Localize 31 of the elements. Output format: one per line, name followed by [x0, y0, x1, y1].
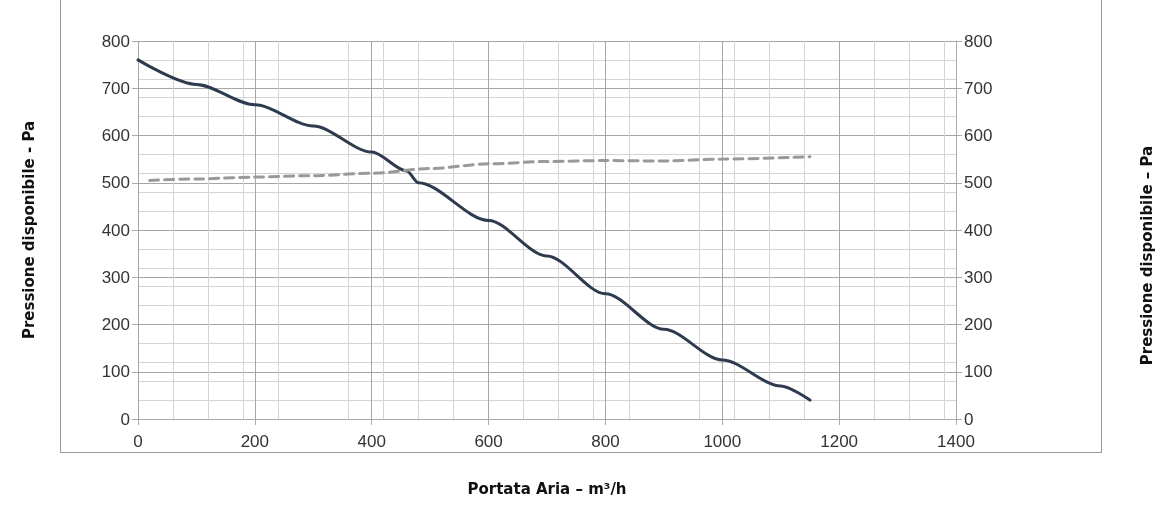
x-tick-label: 400 [357, 432, 386, 451]
y-axis-title: Pressione disponibile - Pa [19, 120, 38, 340]
y2-tick-label: 600 [964, 126, 993, 145]
y-tick-label: 600 [101, 126, 130, 145]
y2-tick-label: 300 [964, 267, 993, 287]
y2-tick-label: 100 [964, 362, 993, 382]
y2-tick-label: 200 [964, 315, 993, 334]
x-tick-label: 1000 [703, 432, 742, 451]
y2-tick-label: 800 [964, 31, 993, 51]
y-tick-label: 400 [101, 220, 130, 240]
x-axis-title: Portata Aria – m³/h [467, 479, 627, 498]
x-tick-label: 200 [240, 432, 270, 451]
x-tick-label: 800 [591, 432, 620, 451]
y-tick-label: 800 [101, 31, 130, 51]
y-tick-label: 500 [101, 173, 130, 193]
y-tick-label: 200 [101, 315, 130, 334]
y-tick-label: 300 [101, 267, 130, 287]
line-series [148, 155, 812, 182]
y2-tick-label: 500 [964, 173, 993, 193]
x-tick-label: 600 [474, 432, 503, 451]
x-tick-label: 0 [133, 432, 143, 451]
y2-tick-label: 700 [964, 78, 993, 98]
x-tick-label: 1400 [937, 432, 975, 451]
line-series [136, 58, 812, 402]
y2-tick-label: 0 [964, 409, 974, 429]
text: Pressione disponibile – Pa [1137, 145, 1156, 366]
y-tick-label: 700 [101, 78, 130, 98]
y-tick-label: 100 [101, 362, 130, 382]
y-tick-label: 0 [120, 409, 130, 429]
y2-tick-label: 400 [964, 220, 993, 240]
x-tick-label: 1200 [820, 432, 859, 451]
